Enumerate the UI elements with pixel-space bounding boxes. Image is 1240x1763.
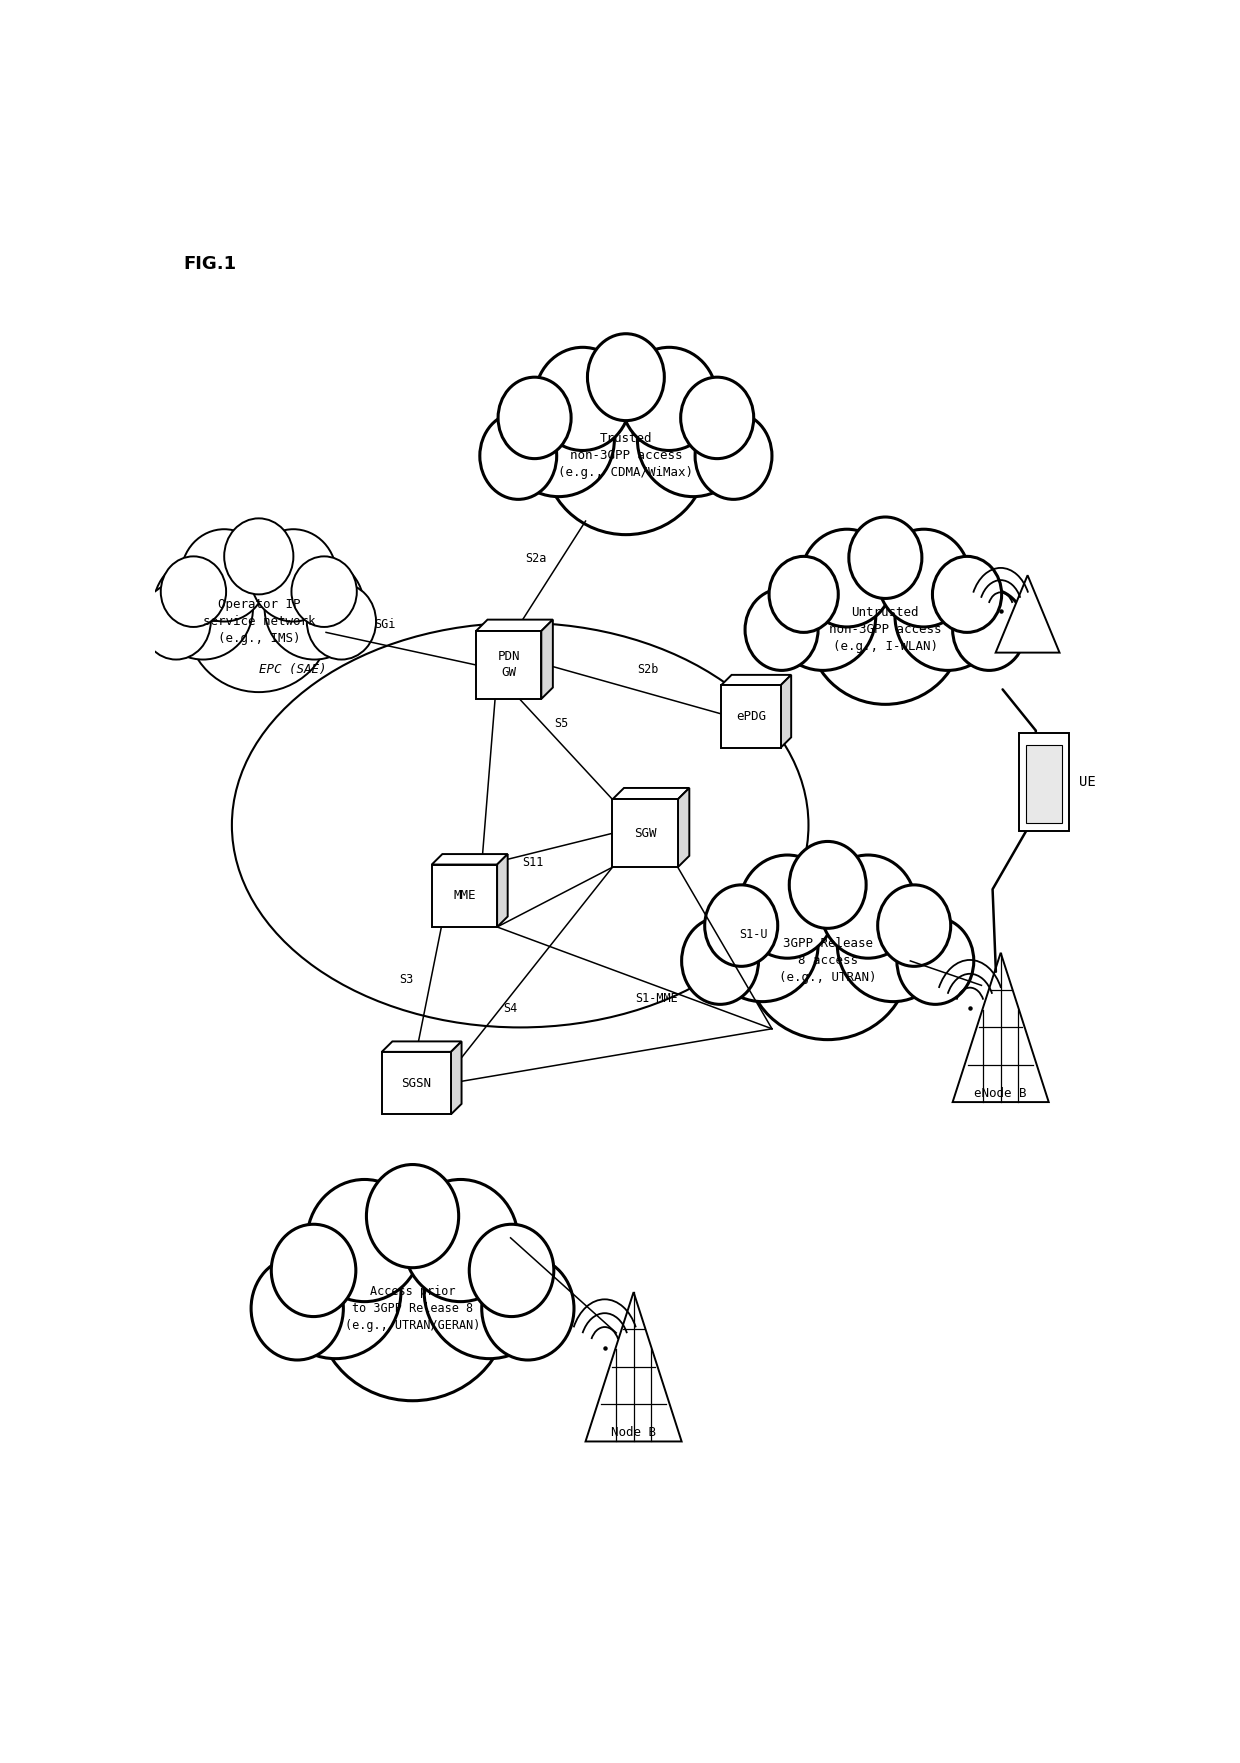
Polygon shape	[613, 788, 689, 799]
Ellipse shape	[534, 347, 631, 451]
Ellipse shape	[181, 529, 268, 622]
Text: SGi: SGi	[374, 619, 396, 631]
Polygon shape	[678, 788, 689, 867]
Ellipse shape	[316, 1216, 508, 1402]
Ellipse shape	[769, 557, 838, 633]
Ellipse shape	[498, 377, 572, 458]
Ellipse shape	[820, 855, 916, 959]
Polygon shape	[952, 952, 1049, 1102]
Ellipse shape	[270, 1224, 401, 1359]
Ellipse shape	[250, 529, 336, 622]
Ellipse shape	[141, 584, 211, 659]
Ellipse shape	[878, 885, 951, 966]
Text: S2b: S2b	[637, 663, 658, 677]
Text: S1-MME: S1-MME	[635, 991, 678, 1005]
Ellipse shape	[681, 377, 754, 458]
Text: FIG.1: FIG.1	[184, 256, 237, 273]
Text: Operator IP
service network
(e.g., IMS): Operator IP service network (e.g., IMS)	[202, 598, 315, 645]
Text: eNode B: eNode B	[975, 1086, 1027, 1100]
Text: UE: UE	[1080, 774, 1096, 788]
Ellipse shape	[849, 517, 921, 598]
Ellipse shape	[264, 557, 365, 659]
Bar	[432, 864, 497, 927]
Ellipse shape	[403, 1179, 518, 1301]
Ellipse shape	[739, 855, 836, 959]
Ellipse shape	[707, 887, 818, 1001]
Ellipse shape	[704, 885, 777, 966]
Ellipse shape	[544, 377, 708, 534]
Ellipse shape	[745, 589, 818, 670]
Ellipse shape	[837, 887, 949, 1001]
Text: PDN
GW: PDN GW	[497, 651, 520, 679]
Polygon shape	[451, 1042, 461, 1114]
Ellipse shape	[272, 1224, 356, 1317]
Ellipse shape	[770, 562, 875, 670]
Ellipse shape	[696, 413, 773, 499]
Text: MME: MME	[453, 889, 476, 903]
Ellipse shape	[808, 555, 962, 705]
Text: S3: S3	[399, 973, 413, 986]
Ellipse shape	[153, 557, 253, 659]
Ellipse shape	[306, 1179, 422, 1301]
Text: S4: S4	[503, 1003, 517, 1015]
Ellipse shape	[621, 347, 717, 451]
Text: S1-U: S1-U	[739, 927, 768, 941]
Ellipse shape	[952, 589, 1025, 670]
Polygon shape	[432, 853, 507, 864]
Ellipse shape	[746, 882, 909, 1040]
Polygon shape	[996, 575, 1059, 652]
Bar	[1025, 744, 1061, 823]
Polygon shape	[497, 853, 507, 927]
Bar	[1019, 733, 1069, 830]
Bar	[720, 686, 781, 748]
Text: S2a: S2a	[525, 552, 547, 564]
Polygon shape	[382, 1042, 461, 1053]
Text: SGW: SGW	[634, 827, 656, 839]
Text: Node B: Node B	[611, 1426, 656, 1439]
Ellipse shape	[503, 383, 614, 497]
Polygon shape	[542, 619, 553, 698]
Bar	[613, 799, 678, 867]
Ellipse shape	[424, 1224, 554, 1359]
Text: Access prior
to 3GPP Release 8
(e.g., UTRAN/GERAN): Access prior to 3GPP Release 8 (e.g., UT…	[345, 1285, 480, 1331]
Ellipse shape	[481, 1257, 574, 1359]
Ellipse shape	[161, 557, 226, 628]
Text: EPC (SAE): EPC (SAE)	[259, 663, 326, 677]
Text: SGSN: SGSN	[402, 1077, 432, 1090]
Ellipse shape	[789, 841, 866, 929]
Ellipse shape	[469, 1224, 554, 1317]
Polygon shape	[585, 1292, 682, 1442]
Text: Untrusted
non-3GPP access
(e.g., I-WLAN): Untrusted non-3GPP access (e.g., I-WLAN)	[830, 606, 941, 652]
Polygon shape	[781, 675, 791, 748]
Ellipse shape	[367, 1165, 459, 1268]
Ellipse shape	[224, 518, 294, 594]
Ellipse shape	[480, 413, 557, 499]
Ellipse shape	[232, 622, 808, 1028]
Text: 3GPP Release
8 access
(e.g., UTRAN): 3GPP Release 8 access (e.g., UTRAN)	[779, 938, 877, 984]
Ellipse shape	[637, 383, 749, 497]
Ellipse shape	[682, 917, 759, 1005]
Ellipse shape	[588, 333, 665, 421]
Bar	[476, 631, 542, 698]
Ellipse shape	[897, 917, 973, 1005]
Ellipse shape	[306, 584, 376, 659]
Ellipse shape	[291, 557, 357, 628]
Ellipse shape	[878, 529, 970, 628]
Ellipse shape	[250, 1257, 343, 1359]
Ellipse shape	[801, 529, 893, 628]
Text: S5: S5	[554, 718, 568, 730]
Ellipse shape	[187, 550, 331, 693]
Ellipse shape	[932, 557, 1002, 633]
Polygon shape	[720, 675, 791, 686]
Polygon shape	[476, 619, 553, 631]
Text: ePDG: ePDG	[735, 710, 766, 723]
Ellipse shape	[895, 562, 1001, 670]
Text: Trusted
non-3GPP access
(e.g., CDMA/WiMax): Trusted non-3GPP access (e.g., CDMA/WiMa…	[558, 432, 693, 480]
Text: S11: S11	[522, 855, 543, 869]
Bar	[382, 1053, 451, 1114]
